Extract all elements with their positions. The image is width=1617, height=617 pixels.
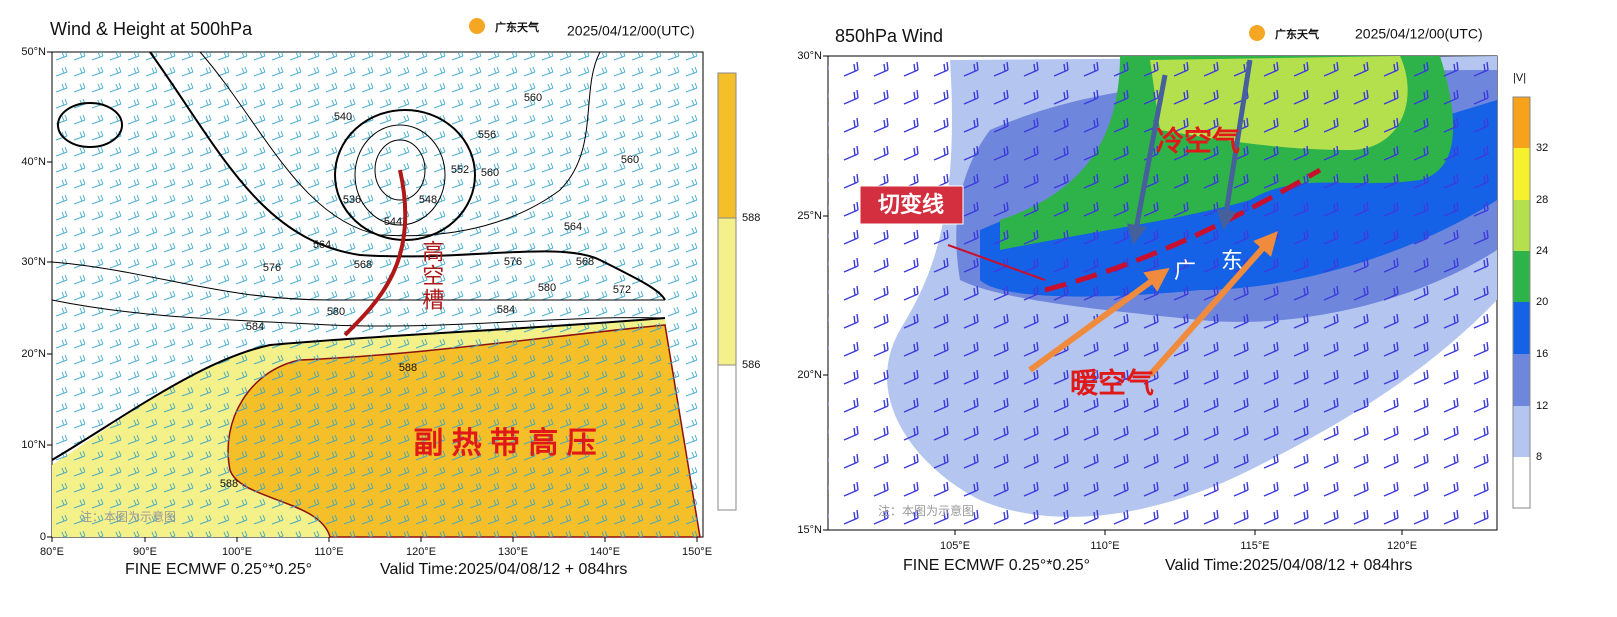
x-tick-label: 110°E: [1090, 540, 1119, 552]
date: 2025/04/12/00(UTC): [1355, 26, 1483, 42]
annotation: 高空槽: [419, 240, 444, 312]
y-tick-label: 30°N: [797, 50, 822, 62]
left-map: [51, 51, 737, 538]
contour-label: 568: [576, 256, 594, 268]
contour-label: 552: [451, 164, 469, 176]
y-tick-label: 25°N: [797, 210, 822, 222]
contour-label: 572: [613, 284, 631, 296]
footer: FINE ECMWF 0.25°*0.25°: [903, 557, 1090, 574]
y-tick-label: 40°N: [21, 156, 46, 168]
contour-label: 564: [313, 239, 331, 251]
colorbar-label: 32: [1536, 142, 1548, 154]
colorbar-label: 588: [742, 212, 760, 224]
x-tick-label: 120°E: [406, 546, 436, 558]
x-tick-label: 110°E: [314, 546, 343, 558]
colorbar-label: 586: [742, 359, 760, 371]
x-tick-label: 140°E: [590, 546, 620, 558]
colorbar-label: 28: [1536, 194, 1548, 206]
contour-label: 560: [621, 154, 639, 166]
panel-title: Wind & Height at 500hPa: [50, 19, 253, 39]
annotation: 注：本图为示意图: [878, 503, 974, 518]
x-tick-label: 105°E: [940, 540, 970, 552]
colorbar-label: 8: [1536, 451, 1542, 463]
contour-label: 544: [384, 216, 402, 228]
x-tick-label: 150°E: [682, 546, 712, 558]
colorbar-title: |V|: [1513, 72, 1526, 84]
x-tick-label: 120°E: [1387, 540, 1417, 552]
logo-icon: [1249, 25, 1265, 41]
contour-label: 556: [478, 129, 496, 141]
logo: 广东天气: [1275, 27, 1319, 41]
x-tick-label: 130°E: [498, 546, 528, 558]
date: 2025/04/12/00(UTC): [567, 23, 695, 39]
contour-label: 540: [334, 111, 352, 123]
contour-label: 576: [504, 256, 522, 268]
colorbar-label: 20: [1536, 296, 1548, 308]
footer: FINE ECMWF 0.25°*0.25°: [125, 561, 312, 578]
contour-label: 580: [538, 282, 556, 294]
y-tick-label: 20°N: [21, 348, 46, 360]
y-tick-label: 15°N: [797, 524, 822, 536]
contour-label: 576: [263, 262, 281, 274]
y-tick-label: 50°N: [21, 46, 46, 58]
colorbar-label: 12: [1536, 400, 1548, 412]
contour-label: 560: [481, 167, 499, 179]
colorbar-label: 16: [1536, 348, 1548, 360]
annotation: 广: [1174, 258, 1196, 283]
contour-label: 584: [497, 304, 515, 316]
annotation: 副 热 带 高 压: [413, 427, 596, 460]
logo: 广东天气: [495, 20, 539, 34]
contour-label: 548: [419, 194, 437, 206]
footer: Valid Time:2025/04/08/12 + 084hrs: [380, 561, 627, 578]
contour-label: 588: [399, 362, 417, 374]
y-tick-label: 30°N: [21, 256, 46, 268]
contour-label: 564: [564, 221, 582, 233]
y-tick-label: 20°N: [797, 369, 822, 381]
colorbar-label: 24: [1536, 245, 1548, 257]
contour-label: 580: [327, 306, 345, 318]
annotation: 注：本图为示意图: [80, 509, 176, 524]
annotation: 切变线: [878, 192, 944, 217]
footer: Valid Time:2025/04/08/12 + 084hrs: [1165, 557, 1412, 574]
x-tick-label: 100°E: [222, 546, 252, 558]
x-tick-label: 80°E: [40, 546, 64, 558]
contour-label: 588: [220, 478, 238, 490]
annotation: 冷空气: [1156, 124, 1240, 156]
contour-label: 560: [524, 92, 542, 104]
right-map: [827, 55, 1531, 531]
contour-label: 584: [246, 321, 264, 333]
logo-icon: [469, 18, 485, 34]
y-tick-label: 10°N: [21, 439, 46, 451]
panel-title: 850hPa Wind: [835, 26, 943, 46]
contour-label: 536: [343, 194, 361, 206]
x-tick-label: 115°E: [1240, 540, 1269, 552]
annotation: 暖空气: [1070, 366, 1154, 398]
annotation: 东: [1221, 248, 1243, 273]
y-tick-label: 0: [40, 531, 46, 543]
x-tick-label: 90°E: [133, 546, 157, 558]
contour-label: 568: [354, 259, 372, 271]
